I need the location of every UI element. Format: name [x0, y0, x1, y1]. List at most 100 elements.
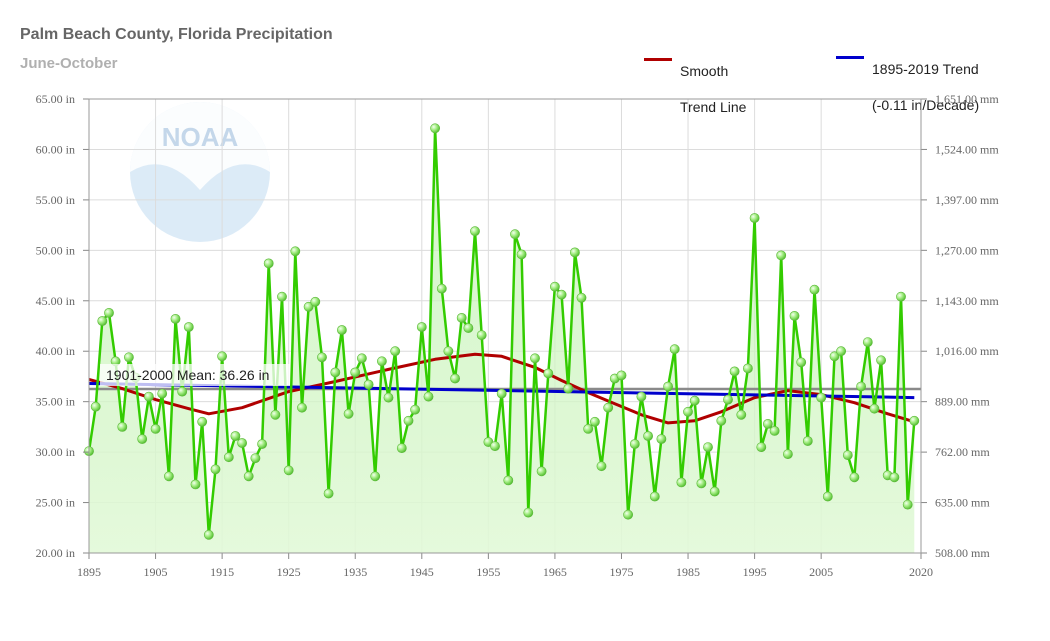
data-point — [856, 381, 866, 392]
data-point — [450, 373, 460, 384]
x-tick-label: 1955 — [476, 565, 500, 579]
data-point — [696, 478, 707, 489]
legend-label-smooth-1: Smooth — [680, 63, 729, 79]
y-tick-label-left: 65.00 in — [36, 92, 75, 106]
data-point — [230, 431, 241, 441]
data-point — [849, 472, 860, 483]
data-point — [396, 443, 407, 453]
data-point — [703, 442, 713, 452]
data-point — [629, 439, 640, 449]
data-point — [430, 123, 440, 134]
data-point — [97, 316, 108, 326]
precip-area — [89, 128, 915, 554]
data-point — [496, 388, 507, 399]
y-tick-label-left: 40.00 in — [36, 344, 75, 358]
data-point — [663, 381, 673, 392]
y-tick-label-right: 635.00 mm — [935, 496, 990, 510]
data-point — [543, 368, 554, 379]
mean-label-group: 1901-2000 Mean: 36.26 in — [100, 364, 290, 386]
y-tick-label-left: 20.00 in — [36, 546, 75, 560]
data-point — [363, 379, 374, 390]
y-tick-label-left: 45.00 in — [36, 294, 75, 308]
y-tick-label-right: 1,651.00 mm — [935, 92, 999, 106]
data-point — [383, 392, 394, 403]
data-point — [343, 408, 354, 419]
y-tick-label-right: 1,143.00 mm — [935, 294, 999, 308]
data-point — [876, 355, 886, 366]
data-point — [836, 346, 846, 357]
data-point — [423, 391, 434, 402]
x-tick-label: 1985 — [676, 565, 700, 579]
data-point — [317, 352, 327, 363]
data-point — [237, 438, 247, 448]
data-point — [523, 507, 534, 518]
data-point — [330, 367, 341, 378]
data-point — [862, 337, 873, 347]
data-point — [769, 425, 780, 436]
data-point — [143, 391, 154, 402]
data-point — [516, 249, 527, 260]
data-point — [716, 415, 727, 426]
data-point — [583, 423, 594, 434]
x-tick-label: 1935 — [343, 565, 367, 579]
legend-swatch-trend — [836, 56, 864, 59]
x-tick-label: 1945 — [410, 565, 434, 579]
y-tick-label-right: 508.00 mm — [935, 546, 990, 560]
data-point — [197, 416, 208, 427]
data-point — [376, 356, 387, 367]
axes: 20.00 in 508.00 mm 25.00 in 635.00 mm 30.00 … — [36, 92, 1000, 579]
data-point — [476, 330, 487, 340]
data-point — [649, 491, 660, 502]
data-point — [669, 344, 680, 355]
data-point — [789, 310, 800, 321]
data-point — [270, 409, 281, 420]
data-point — [303, 301, 314, 312]
data-point — [536, 466, 547, 477]
data-point — [603, 402, 614, 413]
data-point — [277, 291, 287, 302]
data-point — [436, 283, 447, 294]
mean-label: 1901-2000 Mean: 36.26 in — [106, 367, 269, 383]
data-point — [869, 403, 880, 414]
data-point — [689, 395, 700, 406]
x-tick-label: 1965 — [543, 565, 567, 579]
data-point — [550, 281, 560, 292]
data-point — [736, 409, 747, 420]
y-tick-label-right: 1,270.00 mm — [935, 243, 999, 257]
data-point — [170, 313, 181, 324]
data-point — [563, 383, 574, 394]
y-tick-label-right: 1,524.00 mm — [935, 142, 999, 156]
data-point — [709, 486, 720, 497]
data-point — [443, 346, 454, 357]
data-point — [410, 404, 420, 415]
y-tick-label-right: 762.00 mm — [935, 445, 990, 459]
data-point — [104, 307, 114, 318]
y-tick-label-left: 30.00 in — [36, 445, 75, 459]
data-point — [503, 475, 514, 486]
chart-subtitle: June-October — [20, 55, 118, 72]
legend-label-trend-1: 1895-2019 Trend — [872, 61, 979, 77]
data-point — [390, 346, 401, 357]
data-point — [636, 391, 647, 402]
mean-label-bg — [100, 364, 290, 386]
data-point — [623, 509, 633, 520]
legend-swatch-smooth — [644, 58, 672, 61]
legend-label-trend-2: (-0.11 in/Decade) — [872, 97, 980, 113]
data-point — [456, 312, 467, 323]
data-point — [297, 402, 307, 413]
data-point — [137, 434, 148, 444]
noaa-logo: NOAA — [130, 102, 270, 242]
data-point — [336, 325, 347, 335]
data-point — [463, 323, 474, 333]
data-point — [243, 471, 254, 482]
legend-item-trend[interactable]: 1895-2019 Trend (-0.11 in/Decade) — [836, 42, 979, 132]
data-point — [203, 529, 214, 540]
plot-border — [88, 98, 922, 554]
data-point — [117, 421, 128, 432]
data-point — [210, 464, 221, 475]
legend-item-smooth[interactable]: Smooth Trend Line — [644, 44, 746, 134]
data-point — [310, 296, 321, 307]
data-point — [783, 449, 793, 459]
x-tick-label: 2005 — [809, 565, 833, 579]
